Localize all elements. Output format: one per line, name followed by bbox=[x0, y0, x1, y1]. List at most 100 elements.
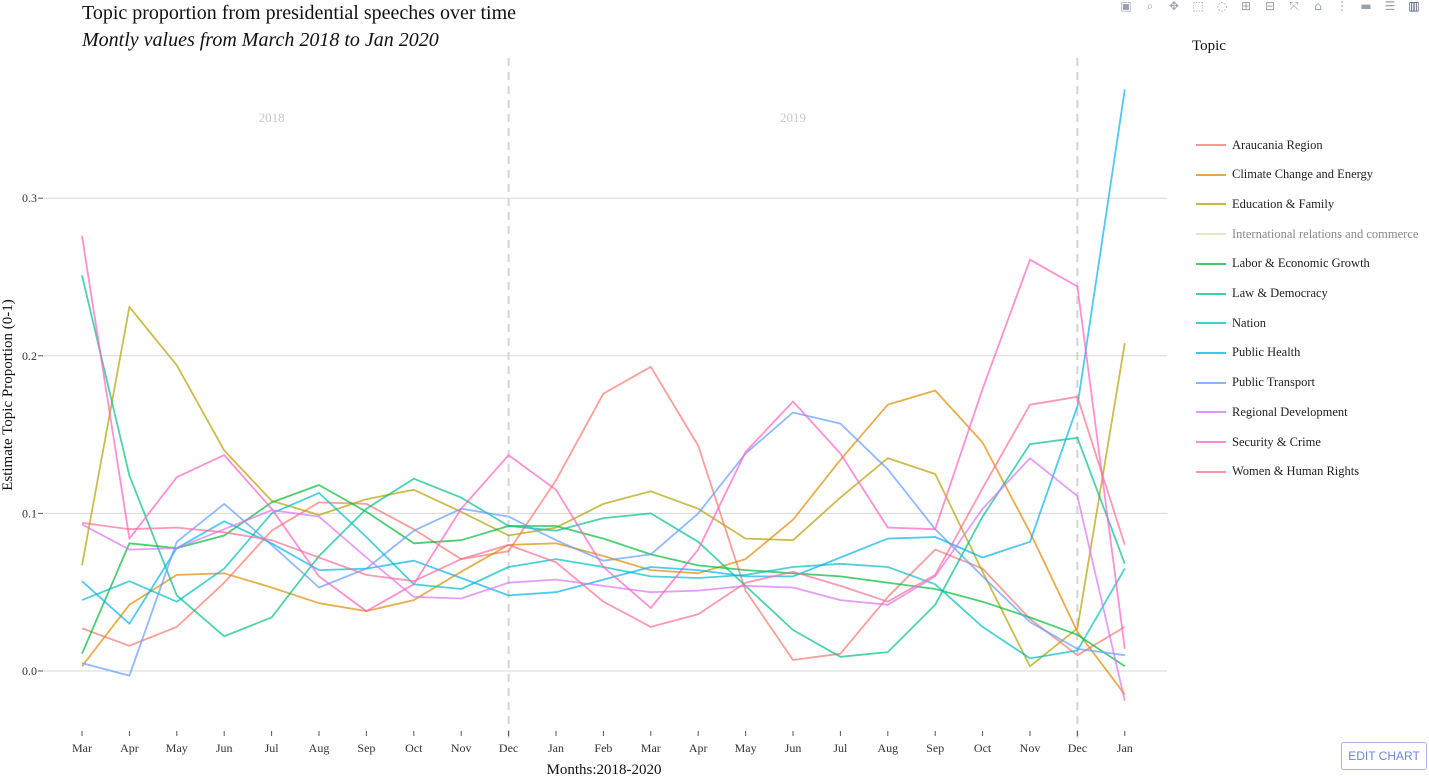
legend-item[interactable]: Women & Human Rights bbox=[1196, 463, 1359, 481]
legend-item[interactable]: Labor & Economic Growth bbox=[1196, 255, 1370, 273]
legend-swatch bbox=[1196, 351, 1226, 354]
series-line-climate-change-and-energy[interactable] bbox=[81, 389, 1126, 696]
series-line-araucania-region[interactable] bbox=[81, 365, 1126, 661]
series-line-labor-economic-growth[interactable] bbox=[81, 484, 1126, 668]
facet-dividers bbox=[507, 58, 1079, 738]
zoom-out-icon[interactable]: ⊟ bbox=[1264, 0, 1276, 13]
legend-item[interactable]: Security & Crime bbox=[1196, 433, 1321, 451]
lasso-icon[interactable]: ◌ bbox=[1216, 0, 1228, 13]
legend-label: Nation bbox=[1232, 315, 1267, 330]
x-tick-label: Jan bbox=[548, 741, 564, 755]
legend-label: Public Health bbox=[1232, 345, 1301, 360]
legend-item[interactable]: Climate Change and Energy bbox=[1196, 166, 1373, 184]
legend-item[interactable]: Public Transport bbox=[1196, 374, 1315, 392]
legend-label: Climate Change and Energy bbox=[1232, 167, 1374, 182]
legend: Topic Araucania Region Climate Change and… bbox=[1192, 38, 1429, 478]
modebar: ▣ ⌕ ✥ ⬚ ◌ ⊞ ⊟ ⤧ ⌂ ⋮ ▬ ☰ ▥ bbox=[1117, 0, 1423, 12]
legend-label: Education & Family bbox=[1232, 196, 1335, 211]
x-tick-label: Nov bbox=[1020, 741, 1041, 755]
legend-item[interactable]: Law & Democracy bbox=[1196, 285, 1328, 303]
legend-swatch bbox=[1196, 381, 1226, 384]
camera-icon[interactable]: ▣ bbox=[1120, 0, 1132, 13]
legend-item[interactable]: Public Health bbox=[1196, 344, 1300, 362]
series-line-women-human-rights[interactable] bbox=[81, 395, 1126, 628]
x-tick-label: Aug bbox=[309, 741, 330, 755]
legend-swatch bbox=[1196, 203, 1226, 206]
y-tick-label: 0.3 bbox=[22, 191, 37, 205]
legend-swatch bbox=[1196, 173, 1226, 176]
facet-labels: 2018 2019 bbox=[259, 110, 806, 125]
legend-label: Law & Democracy bbox=[1232, 286, 1328, 300]
zoom-in-icon[interactable]: ⊞ bbox=[1240, 0, 1252, 13]
x-tick-label: Jan bbox=[1117, 741, 1133, 755]
x-tick-label: May bbox=[166, 741, 188, 755]
legend-item[interactable]: Araucania Region bbox=[1196, 136, 1323, 154]
x-tick-label: May bbox=[735, 741, 757, 755]
legend-item[interactable]: Regional Development bbox=[1196, 403, 1348, 421]
legend-label: Labor & Economic Growth bbox=[1232, 256, 1370, 271]
x-tick-label: Apr bbox=[120, 741, 139, 755]
x-tick-label: Oct bbox=[974, 741, 992, 755]
zoom-icon[interactable]: ⌕ bbox=[1146, 0, 1154, 13]
legend-swatch bbox=[1196, 292, 1226, 295]
legend-swatch bbox=[1196, 411, 1226, 414]
x-tick-label: Dec bbox=[499, 741, 518, 755]
box-select-icon[interactable]: ⬚ bbox=[1192, 0, 1204, 13]
y-tick-label: 0.2 bbox=[22, 349, 37, 363]
legend-label: International relations and commerce bbox=[1232, 226, 1419, 241]
series-lines bbox=[81, 89, 1126, 702]
legend-swatch bbox=[1196, 144, 1226, 146]
y-tick-label: 0.0 bbox=[22, 664, 37, 678]
x-tick-label: Apr bbox=[689, 741, 708, 755]
series-line-regional-development[interactable] bbox=[81, 457, 1126, 702]
x-tick-labels: Mar Apr May Jun Jul Aug Sep Oct Nov Dec Jan Feb Mar A… bbox=[72, 731, 1133, 755]
series-line-security-crime[interactable] bbox=[81, 235, 1126, 650]
legend-label: Public Transport bbox=[1232, 375, 1316, 390]
legend-item[interactable]: International relations and commerce bbox=[1196, 225, 1418, 243]
series-line-law-democracy[interactable] bbox=[81, 275, 1126, 658]
x-tick-label: Jun bbox=[216, 741, 233, 755]
y-axis-label: Estimate Topic Proportion (0-1) bbox=[0, 299, 16, 491]
legend-swatch bbox=[1196, 322, 1226, 325]
chart-title: Topic proportion from presidential speec… bbox=[82, 2, 517, 24]
x-tick-label: Jul bbox=[833, 741, 848, 755]
x-axis-label: Months:2018-2020 bbox=[546, 762, 661, 776]
plotly-logo-icon[interactable]: ▥ bbox=[1408, 0, 1420, 13]
legend-label: Women & Human Rights bbox=[1232, 464, 1360, 479]
legend-label: Regional Development bbox=[1232, 404, 1348, 419]
x-tick-label: Aug bbox=[877, 741, 898, 755]
y-tick-labels: 0.0 0.1 0.2 0.3 bbox=[22, 191, 43, 678]
x-tick-label: Dec bbox=[1068, 741, 1087, 755]
x-tick-label: Jul bbox=[265, 741, 280, 755]
x-tick-label: Mar bbox=[72, 741, 92, 755]
autoscale-icon[interactable]: ⤧ bbox=[1289, 0, 1299, 13]
chart-subtitle: Montly values from March 2018 to Jan 202… bbox=[82, 29, 439, 51]
legend-item[interactable]: Nation bbox=[1196, 314, 1266, 332]
facet-label: 2018 bbox=[259, 110, 285, 125]
legend-title: Topic bbox=[1192, 38, 1226, 54]
closest-hover-icon[interactable]: ☰ bbox=[1384, 0, 1396, 13]
series-line-education-family[interactable] bbox=[81, 305, 1126, 668]
compare-hover-icon[interactable]: ▬ bbox=[1360, 0, 1372, 13]
x-tick-label: Jun bbox=[785, 741, 802, 755]
spike-icon[interactable]: ⋮ bbox=[1336, 0, 1348, 13]
x-tick-label: Nov bbox=[451, 741, 472, 755]
legend-swatch bbox=[1196, 441, 1226, 443]
legend-swatch bbox=[1196, 470, 1226, 473]
x-tick-label: Feb bbox=[594, 741, 612, 755]
x-tick-label: Oct bbox=[405, 741, 423, 755]
legend-swatch bbox=[1196, 262, 1226, 265]
legend-label: Araucania Region bbox=[1232, 137, 1323, 152]
reset-axes-icon[interactable]: ⌂ bbox=[1314, 0, 1322, 13]
edit-chart-button[interactable]: EDIT CHART bbox=[1341, 742, 1427, 770]
pan-icon[interactable]: ✥ bbox=[1168, 0, 1180, 13]
y-tick-label: 0.1 bbox=[22, 506, 37, 520]
legend-item[interactable]: Education & Family bbox=[1196, 195, 1334, 213]
x-tick-label: Sep bbox=[926, 741, 944, 755]
gridlines bbox=[44, 197, 1167, 672]
facet-label: 2019 bbox=[780, 110, 806, 125]
x-tick-label: Sep bbox=[357, 741, 375, 755]
legend-swatch bbox=[1196, 233, 1226, 236]
legend-label: Security & Crime bbox=[1232, 434, 1321, 449]
